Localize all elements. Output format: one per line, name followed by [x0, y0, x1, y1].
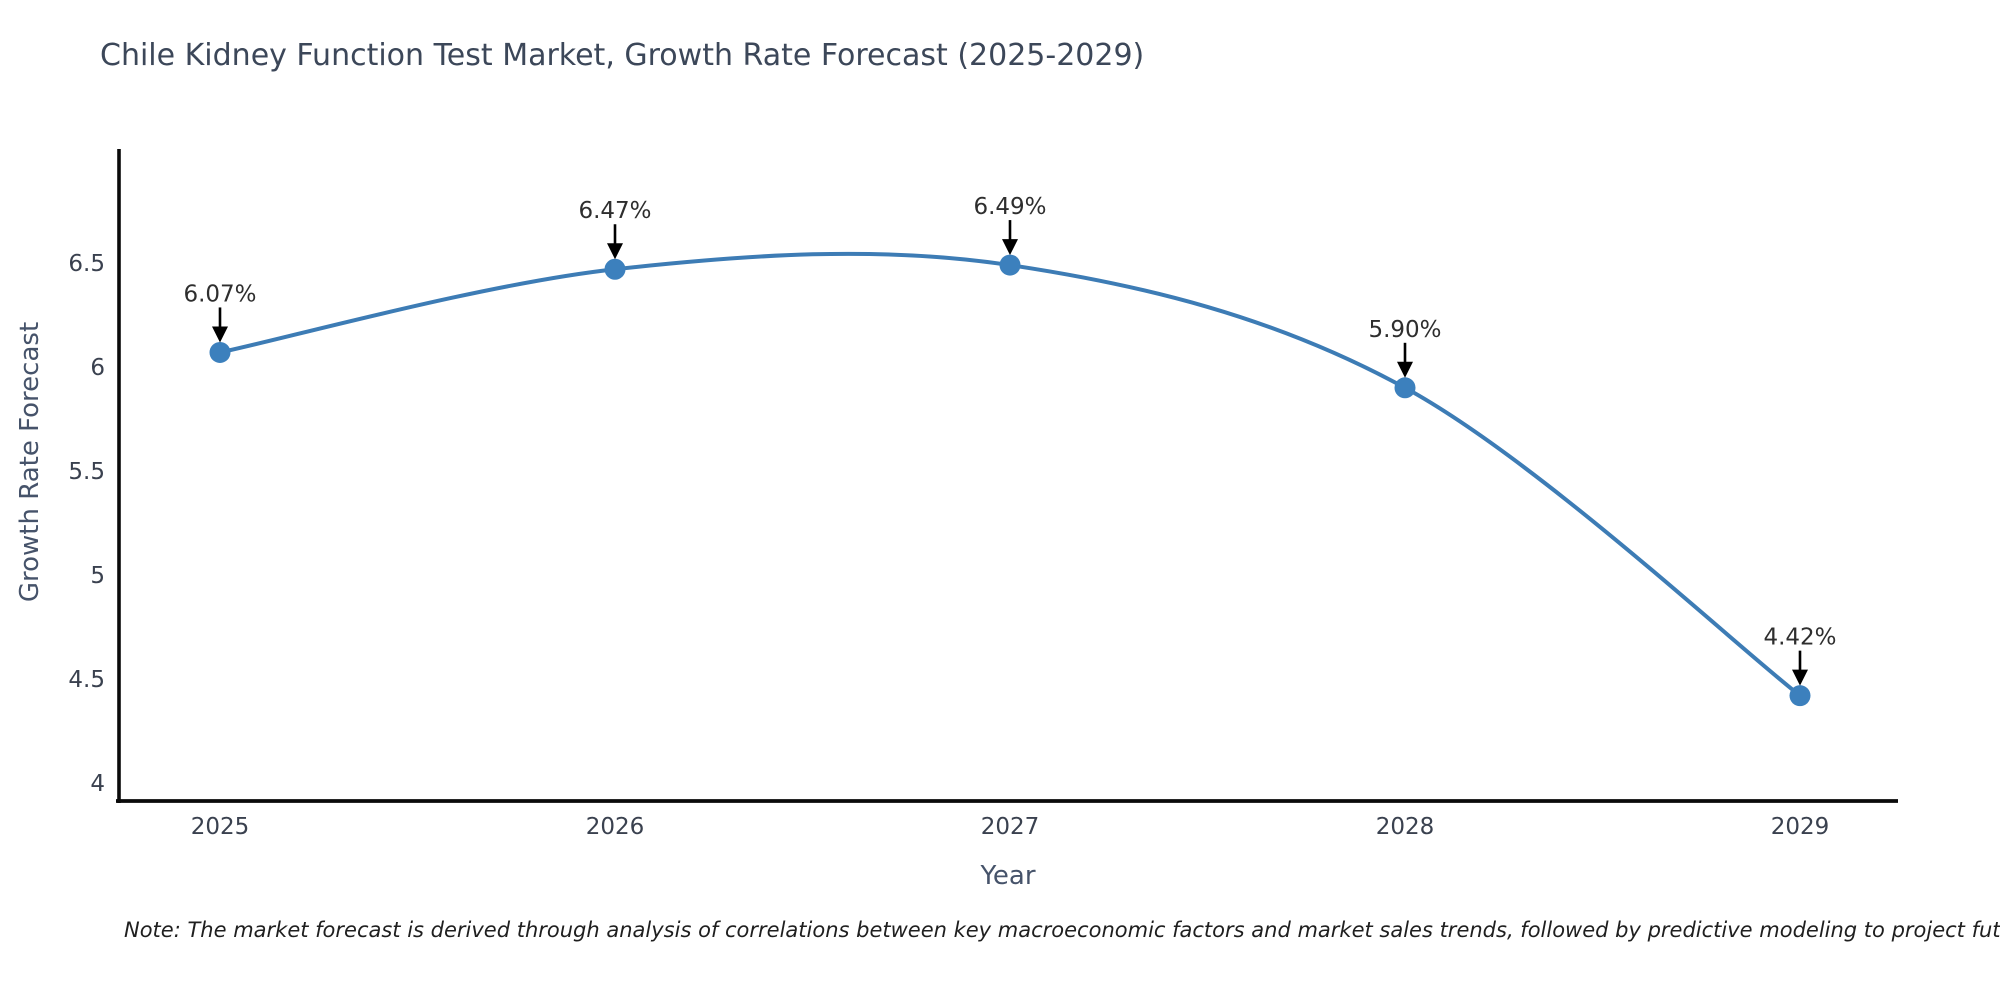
annotation-label: 6.49% — [973, 194, 1046, 220]
annotation-arrow-head — [607, 243, 623, 260]
x-tick-label: 2027 — [981, 814, 1040, 840]
y-tick-label: 6 — [90, 355, 105, 381]
x-tick-label: 2026 — [586, 814, 645, 840]
data-point-2026 — [604, 258, 626, 280]
annotation-label: 6.47% — [578, 198, 651, 224]
annotation-arrow-head — [1002, 239, 1018, 256]
data-point-2029 — [1789, 685, 1811, 707]
annotation-label: 6.07% — [183, 281, 256, 307]
y-tick-label: 6.5 — [68, 251, 105, 277]
forecast-line — [218, 251, 1802, 698]
y-tick-label: 4.5 — [68, 667, 105, 693]
annotation-label: 5.90% — [1368, 317, 1441, 343]
y-tick-label: 5.5 — [68, 459, 105, 485]
y-tick-label: 4 — [90, 771, 105, 797]
x-tick-label: 2028 — [1376, 814, 1435, 840]
annotation-arrow-head — [1397, 361, 1413, 378]
annotation-arrow-head — [212, 326, 228, 343]
y-axis-title: Growth Rate Forecast — [15, 321, 45, 603]
y-tick-label: 5 — [90, 563, 105, 589]
annotation-arrow-head — [1792, 669, 1808, 686]
data-point-2025 — [209, 341, 231, 363]
data-point-2027 — [999, 254, 1021, 276]
chart-title: Chile Kidney Function Test Market, Growt… — [100, 38, 1145, 73]
x-tick-label: 2025 — [191, 814, 250, 840]
annotation-label: 4.42% — [1763, 625, 1836, 651]
data-point-2028 — [1394, 377, 1416, 399]
footnote-text: Note: The market forecast is derived thr… — [124, 918, 2000, 942]
x-axis-title: Year — [980, 861, 1036, 891]
x-tick-label: 2029 — [1771, 814, 1830, 840]
